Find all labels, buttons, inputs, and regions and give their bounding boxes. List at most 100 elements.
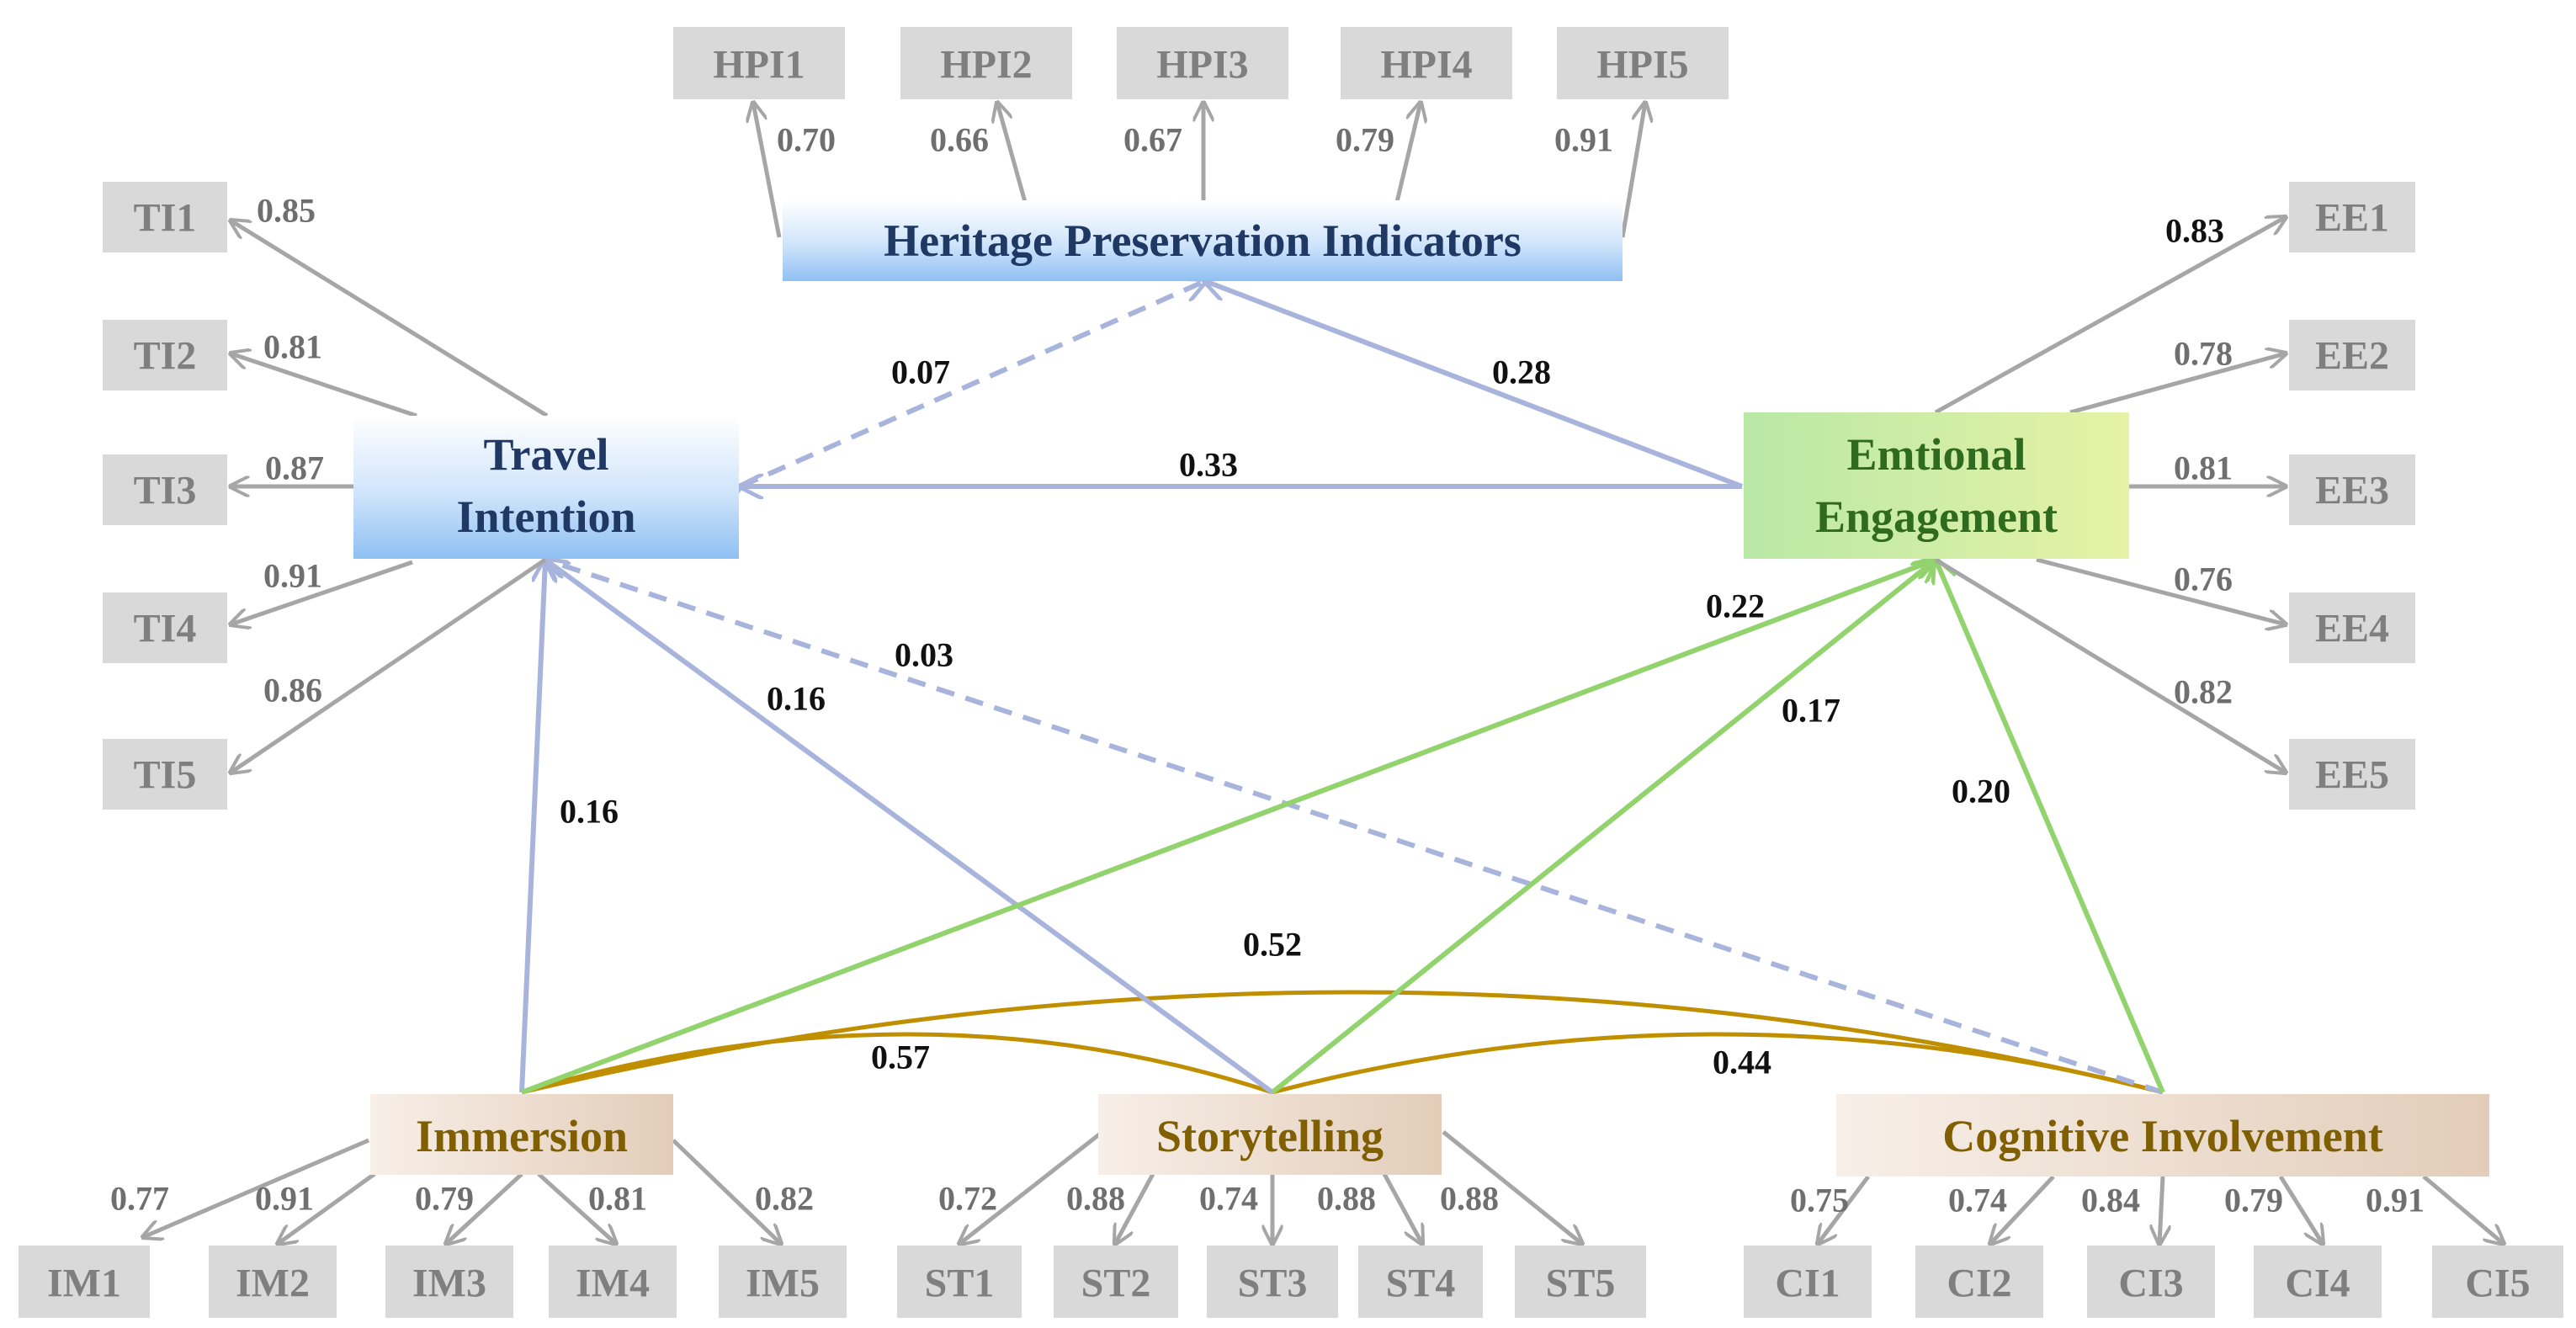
path-ti-to-hpi	[741, 281, 1205, 486]
indicator-ci2-label: CI2	[1947, 1262, 2011, 1306]
indicator-ci4-label: CI4	[2285, 1262, 2350, 1306]
loading-label-im5: 0.82	[755, 1180, 814, 1218]
indicator-im4-label: IM4	[576, 1262, 650, 1306]
loading-label-im1: 0.77	[110, 1180, 169, 1218]
loading-label-im3: 0.79	[415, 1180, 474, 1218]
indicator-ee2: EE2	[2289, 320, 2415, 390]
loading-label-ee4: 0.76	[2174, 560, 2233, 598]
path-coef-im-ti: 0.16	[560, 793, 619, 831]
loading-arrow-im3	[446, 1172, 523, 1244]
loading-label-ci5: 0.91	[2366, 1182, 2425, 1219]
indicator-ee1-label: EE1	[2315, 196, 2389, 241]
latent-travel-intention: Travel Intention	[353, 416, 739, 559]
indicator-ci5: CI5	[2432, 1246, 2563, 1318]
loading-arrow-ci4	[2278, 1175, 2323, 1244]
loading-arrow-hpi2	[997, 103, 1028, 203]
loading-label-ci1: 0.75	[1790, 1182, 1849, 1219]
latent-hpi-label: Heritage Preservation Indicators	[884, 215, 1522, 266]
loading-label-st3: 0.74	[1199, 1180, 1258, 1218]
indicator-ti5-label: TI5	[134, 753, 197, 798]
indicator-ti4-label: TI4	[134, 607, 197, 651]
indicator-ci2: CI2	[1915, 1246, 2043, 1318]
loading-arrow-ci3	[2159, 1176, 2163, 1244]
loading-label-ci3: 0.84	[2081, 1182, 2140, 1219]
loading-arrow-ti2	[231, 353, 417, 418]
loading-label-hpi1: 0.70	[777, 121, 836, 159]
loading-label-st4: 0.88	[1317, 1180, 1376, 1218]
loading-label-ci2: 0.74	[1948, 1182, 2007, 1219]
loading-arrow-im1	[143, 1138, 369, 1237]
loading-label-ee5: 0.82	[2174, 673, 2233, 711]
latent-st-label: Storytelling	[1156, 1111, 1384, 1161]
latent-ee-label-line1: Emtional	[1846, 429, 2026, 480]
loading-arrow-ci2	[1990, 1175, 2055, 1244]
indicator-ti4: TI4	[103, 592, 227, 663]
indicator-ee3: EE3	[2289, 454, 2415, 525]
correlation-coef-im-st: 0.57	[871, 1038, 930, 1076]
indicator-ti1: TI1	[103, 182, 227, 252]
latent-ti-label-line1: Travel	[484, 429, 609, 480]
indicator-im5: IM5	[719, 1246, 847, 1318]
indicator-im1-label: IM1	[47, 1262, 121, 1306]
path-ci-to-ti	[545, 560, 2164, 1095]
loading-label-im4: 0.81	[588, 1180, 647, 1218]
loading-arrow-ti5	[231, 557, 547, 773]
path-coef-ti-hpi: 0.07	[891, 353, 950, 391]
loading-label-ee3: 0.81	[2174, 449, 2233, 487]
latent-ee-label-line2: Engagement	[1815, 491, 2058, 542]
path-coef-ci-ee: 0.20	[1952, 773, 2010, 810]
loading-arrow-ee4	[2036, 557, 2286, 624]
loading-label-ti2: 0.81	[263, 328, 322, 366]
loading-arrow-im5	[672, 1139, 781, 1244]
indicator-st4-label: ST4	[1386, 1262, 1456, 1306]
path-coef-st-ee: 0.17	[1782, 692, 1840, 730]
latent-heritage-preservation-indicators: Heritage Preservation Indicators	[783, 200, 1623, 281]
indicator-st3-label: ST3	[1238, 1262, 1308, 1306]
correlation-coef-st-ci: 0.44	[1713, 1044, 1771, 1081]
path-coef-ee-ti: 0.33	[1179, 446, 1238, 484]
latent-im-label: Immersion	[416, 1111, 628, 1161]
indicator-ti2-label: TI2	[134, 334, 197, 379]
latent-immersion: Immersion	[370, 1094, 673, 1175]
path-ee-to-hpi	[1205, 281, 1744, 489]
indicator-ee4: EE4	[2289, 592, 2415, 663]
indicator-hpi5-label: HPI5	[1596, 43, 1688, 88]
loading-label-ti1: 0.85	[257, 192, 316, 230]
latent-cognitive-involvement: Cognitive Involvement	[1836, 1094, 2489, 1177]
indicator-ti2: TI2	[103, 320, 227, 390]
loading-arrow-st4	[1382, 1172, 1422, 1244]
indicator-st1-label: ST1	[925, 1262, 995, 1306]
indicator-im2-label: IM2	[236, 1262, 310, 1306]
loading-arrow-ti1	[231, 220, 549, 418]
latent-ti-label-line2: Intention	[456, 491, 635, 542]
indicator-st2-label: ST2	[1081, 1262, 1151, 1306]
path-ci-to-ee	[1936, 560, 2165, 1094]
loading-arrow-hpi1	[753, 103, 782, 238]
loading-label-im2: 0.91	[255, 1180, 314, 1218]
indicator-ti3-label: TI3	[134, 469, 197, 513]
path-im-to-ti	[519, 560, 545, 1093]
correlation-st-ci	[1272, 1032, 2164, 1095]
indicator-ee3-label: EE3	[2315, 469, 2389, 513]
indicator-ci1: CI1	[1744, 1246, 1872, 1318]
loading-arrow-ee2	[2069, 353, 2286, 415]
loading-arrow-st5	[1442, 1130, 1582, 1244]
loading-arrow-ti4	[231, 560, 413, 624]
loading-label-hpi5: 0.91	[1554, 121, 1613, 159]
indicator-ti3: TI3	[103, 454, 227, 525]
latent-ci-label: Cognitive Involvement	[1942, 1111, 2382, 1161]
indicator-hpi4: HPI4	[1341, 27, 1512, 99]
loading-label-ti4: 0.91	[263, 557, 322, 595]
indicator-ee5-label: EE5	[2315, 753, 2389, 798]
indicator-im3: IM3	[385, 1246, 513, 1318]
loading-label-ti3: 0.87	[265, 449, 324, 487]
loading-label-ee2: 0.78	[2174, 335, 2233, 373]
loading-arrow-st1	[959, 1130, 1104, 1244]
indicator-im2: IM2	[209, 1246, 337, 1318]
loading-arrow-st2	[1115, 1172, 1155, 1244]
loading-arrow-hpi5	[1620, 103, 1645, 238]
loading-arrow-hpi4	[1394, 103, 1421, 203]
correlation-coef-im-ci: 0.52	[1243, 926, 1302, 964]
correlation-im-st	[521, 1032, 1273, 1095]
